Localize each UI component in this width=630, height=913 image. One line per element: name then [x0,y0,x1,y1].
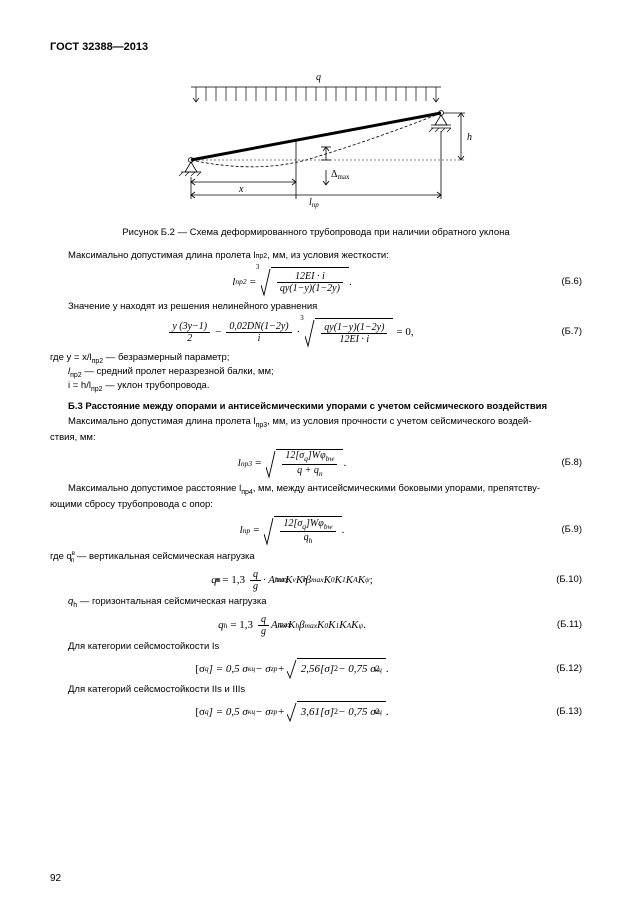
eq-b6: lпр2= 3 12EI · iqy(1−y)(1−2y) . (Б.6) [50,267,582,297]
defs-1: где y = x/lпр2 — безразмерный параметр; … [50,352,582,395]
para-4: Максимально допустимое расстояние lпр4, … [50,483,582,497]
svg-text:lпр: lпр [309,197,319,209]
para-1: Максимально допустимая длина пролета lпр… [50,250,582,263]
para-6: Для категорий сейсмостойкости IIs и IIIs [50,684,582,697]
section-b3: Б.3 Расстояние между опорами и антисейсм… [50,401,582,414]
figure-b2: q lпр x Δmax h [50,65,582,220]
defs-2: где qвп — вертикальная сейсмическая нагр… [50,550,582,565]
svg-text:x: x [238,184,244,195]
eq-b7: y (3y−1)2 − 0,02DN(1−2y)i · 3 qy(1−y)(1−… [50,318,582,348]
para-2: Значение y находят из решения нелинейног… [50,301,582,314]
doc-header: ГОСТ 32388—2013 [50,40,582,55]
para-3b: ствия, мм: [50,432,582,445]
para-5: Для категории сейсмостойкости Is [50,641,582,654]
svg-text:Δmax: Δmax [331,169,350,181]
para-4b: ющими сбросу трубопровода с опор: [50,499,582,512]
eq-b11: qh = 1,3 qg Amaxhor Kh βmax K0 K1 KA Kψ … [50,614,582,637]
defs-3: qh — горизонтальная сейсмическая нагрузк… [50,596,582,610]
eq-b9: lпр= 12[σq]Wφbw qh . (Б.9) [50,516,582,546]
para-3: Максимально допустимая длина пролета lпр… [50,416,582,430]
eq-b8: lпр3= 12[σq]Wφbw q + qп . (Б.8) [50,449,582,479]
figure-caption: Рисунок Б.2 — Схема деформированного тру… [50,227,582,240]
eq-b12: [σq] = 0,5 σкц − σzp + 2,56[σ]2 − 0,75 σ… [50,658,582,680]
page-number: 92 [50,872,61,886]
eq-b10: qвп = 1,3 qg · Amaxhor Kv Khv βmax K0 K1… [50,569,582,592]
beam-diagram: q lпр x Δmax h [151,65,481,215]
svg-text:q: q [316,72,321,83]
svg-text:h: h [467,132,472,143]
eq-b13: [σq] = 0,5 σкц − σzp + 3,61[σ]2 − 0,75 σ… [50,701,582,723]
